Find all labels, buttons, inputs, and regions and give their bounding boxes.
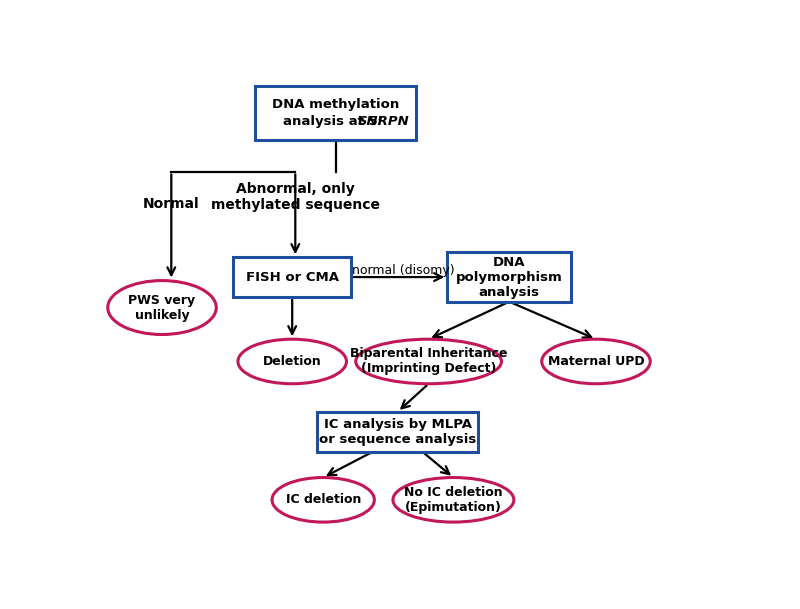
Text: Abnormal, only
methylated sequence: Abnormal, only methylated sequence xyxy=(211,182,380,213)
Text: DNA methylation: DNA methylation xyxy=(272,98,399,111)
Text: Maternal UPD: Maternal UPD xyxy=(548,355,644,368)
Ellipse shape xyxy=(356,339,502,384)
Text: No IC deletion
(Epimutation): No IC deletion (Epimutation) xyxy=(404,486,502,514)
Text: IC deletion: IC deletion xyxy=(286,493,361,506)
Text: Deletion: Deletion xyxy=(263,355,322,368)
Text: FISH or CMA: FISH or CMA xyxy=(246,270,338,284)
Ellipse shape xyxy=(272,477,374,522)
FancyBboxPatch shape xyxy=(234,257,351,297)
FancyBboxPatch shape xyxy=(447,253,571,301)
Text: analysis at 5’: analysis at 5’ xyxy=(282,115,382,128)
FancyBboxPatch shape xyxy=(317,412,478,452)
Text: normal (disomy): normal (disomy) xyxy=(353,264,455,278)
Ellipse shape xyxy=(108,281,216,334)
FancyBboxPatch shape xyxy=(255,86,416,140)
Text: Biparental Inheritance
(Imprinting Defect): Biparental Inheritance (Imprinting Defec… xyxy=(350,348,507,376)
Text: Normal: Normal xyxy=(143,197,200,211)
Text: DNA
polymorphism
analysis: DNA polymorphism analysis xyxy=(456,256,562,298)
Ellipse shape xyxy=(238,339,346,384)
Text: IC analysis by MLPA
or sequence analysis: IC analysis by MLPA or sequence analysis xyxy=(319,418,476,446)
Text: SNRPN: SNRPN xyxy=(358,115,410,128)
Ellipse shape xyxy=(393,477,514,522)
Text: PWS very
unlikely: PWS very unlikely xyxy=(129,294,195,322)
Ellipse shape xyxy=(542,339,650,384)
